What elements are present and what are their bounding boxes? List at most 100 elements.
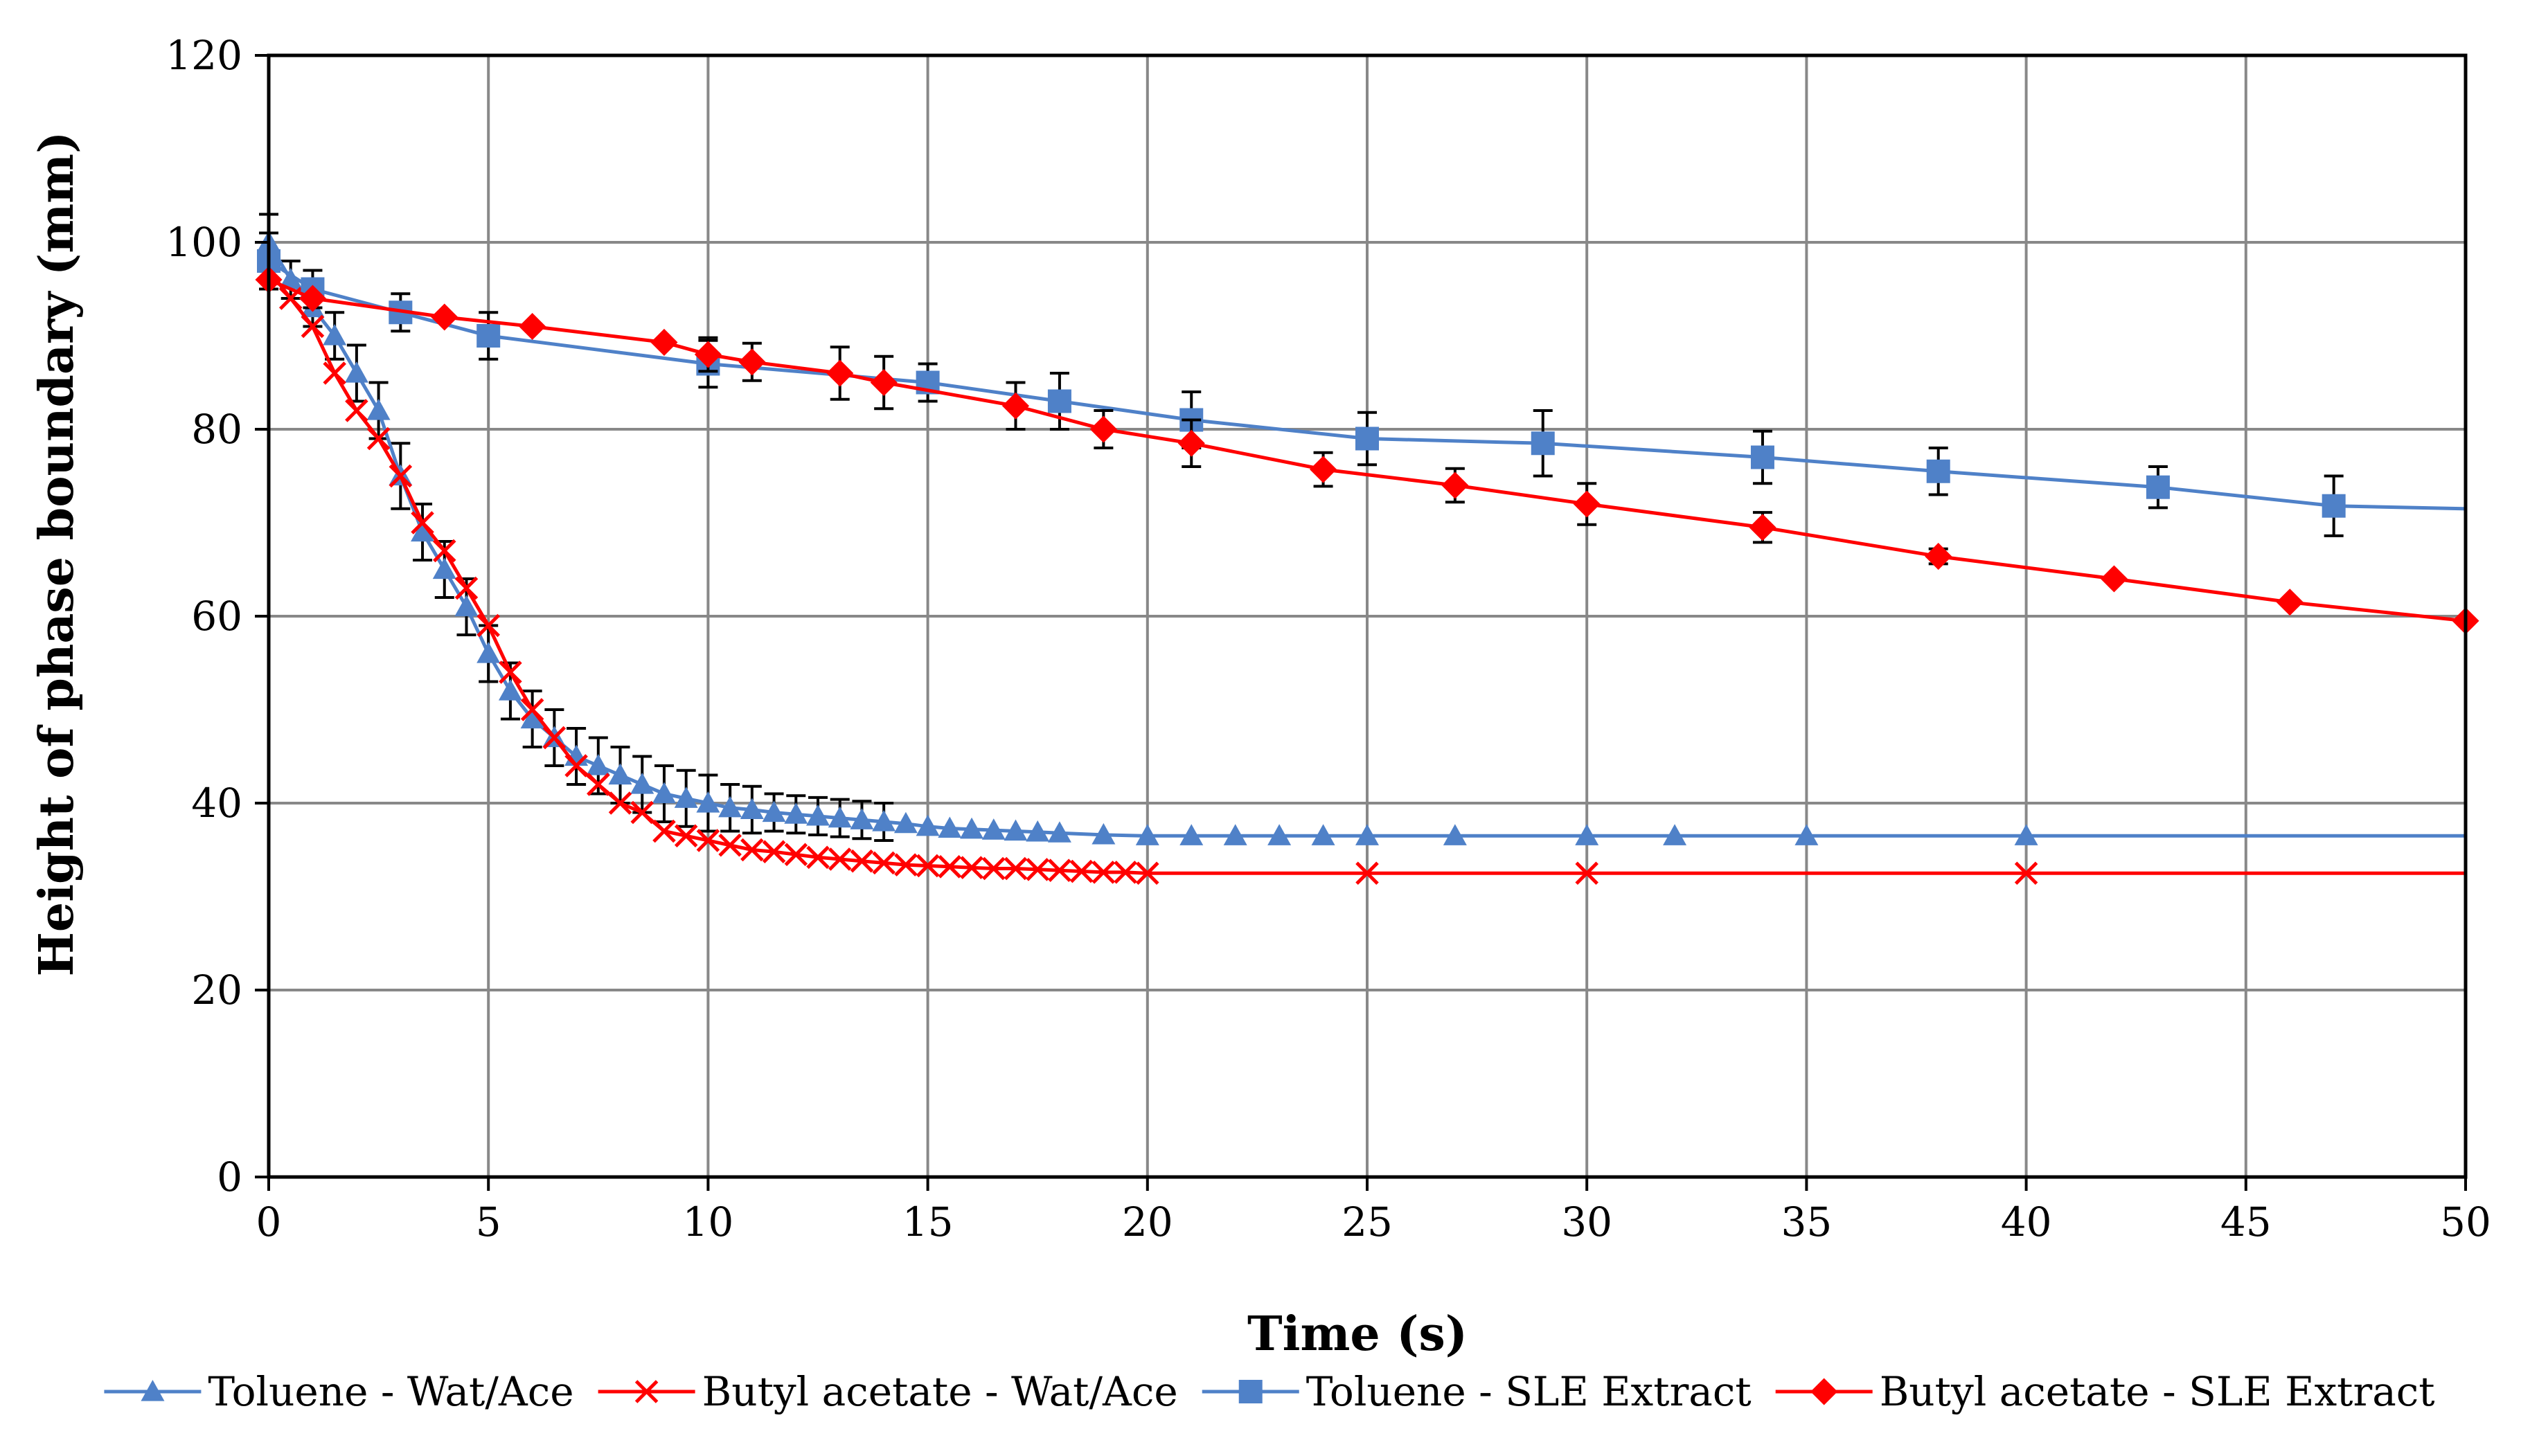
data-point — [630, 800, 654, 825]
data-point — [299, 285, 326, 312]
data-point — [431, 303, 458, 331]
data-point — [893, 811, 918, 834]
data-point — [1092, 823, 1116, 845]
data-point — [960, 856, 983, 879]
legend-item-1: Butyl acetate - Wat/Ace — [598, 1368, 1178, 1415]
legend-label: Butyl acetate - SLE Extract — [1880, 1368, 2435, 1415]
data-point — [850, 849, 874, 873]
series-layer — [255, 213, 2479, 886]
data-point — [1441, 471, 1469, 499]
data-point — [1177, 429, 1205, 457]
legend-item-3: Butyl acetate - SLE Extract — [1775, 1368, 2435, 1415]
legend-marker-icon — [1810, 1378, 1838, 1405]
data-point — [674, 824, 698, 848]
x-tick-label: 5 — [476, 1198, 501, 1246]
data-point — [1223, 824, 1247, 845]
data-point — [564, 754, 588, 778]
data-point — [894, 853, 918, 877]
data-point — [828, 806, 852, 828]
data-point — [850, 808, 874, 829]
x-tick-label: 50 — [2440, 1198, 2491, 1246]
data-point — [1179, 824, 1204, 845]
data-point — [344, 361, 368, 383]
x-tick-label: 35 — [1781, 1198, 1832, 1246]
data-point — [1355, 426, 1379, 451]
data-point — [938, 855, 962, 879]
data-point — [411, 520, 435, 542]
legend-item-0: Toluene - Wat/Ace — [104, 1368, 574, 1415]
series-2 — [257, 231, 2466, 537]
data-point — [1794, 824, 1819, 845]
x-tick-label: 10 — [682, 1198, 733, 1246]
x-tick-label: 45 — [2220, 1198, 2272, 1246]
data-point — [1750, 445, 1774, 469]
x-tick-label: 20 — [1122, 1198, 1173, 1246]
data-point — [1355, 824, 1379, 845]
data-point — [345, 399, 368, 422]
data-point — [454, 576, 479, 600]
series-1 — [257, 258, 2466, 886]
data-point — [1749, 514, 1776, 541]
data-point — [2322, 494, 2346, 518]
data-point — [1135, 824, 1159, 845]
data-point — [301, 314, 325, 339]
data-point — [389, 464, 413, 488]
data-point — [1001, 392, 1030, 420]
data-point — [2100, 565, 2128, 593]
x-tick-label: 15 — [902, 1198, 954, 1246]
data-point — [454, 595, 479, 617]
data-point — [1443, 824, 1467, 845]
data-point — [696, 791, 720, 813]
data-point — [718, 833, 742, 857]
legend-item-2: Toluene - SLE Extract — [1202, 1368, 1752, 1415]
y-tick-label: 60 — [191, 593, 242, 640]
data-point — [762, 840, 786, 863]
data-point — [870, 368, 898, 397]
legend-marker-icon — [634, 1380, 659, 1403]
data-point — [1531, 431, 1555, 456]
data-point — [738, 348, 766, 376]
data-point — [740, 838, 764, 862]
data-point — [1926, 459, 1950, 483]
data-point — [1048, 859, 1071, 882]
data-point — [718, 796, 742, 818]
data-point — [696, 829, 720, 852]
data-point — [1136, 861, 1159, 886]
data-point — [872, 810, 896, 832]
data-point — [1004, 819, 1028, 841]
grid — [267, 54, 2467, 1178]
data-point — [278, 268, 303, 289]
data-point — [542, 726, 567, 750]
y-tick-label: 0 — [217, 1153, 242, 1201]
data-point — [1925, 543, 1952, 570]
series-3 — [255, 266, 2479, 635]
data-point — [608, 763, 632, 785]
data-point — [1573, 490, 1601, 518]
data-point — [981, 856, 1006, 881]
axes: 0 5 10 15 20 25 30 35 40 45 50 0 20 40 60 80 100 120 — [166, 32, 2491, 1246]
data-point — [694, 341, 722, 368]
y-tick-label: 40 — [191, 780, 242, 827]
y-tick-label: 100 — [166, 219, 242, 266]
data-point — [1311, 824, 1335, 845]
legend: Toluene - Wat/Ace Butyl acetate - Wat/Ace… — [104, 1368, 2435, 1415]
data-point — [366, 426, 391, 451]
data-point — [1047, 821, 1071, 843]
y-tick-label: 20 — [191, 967, 242, 1014]
data-point — [2276, 588, 2304, 616]
data-point — [2014, 824, 2038, 845]
y-tick-label: 80 — [191, 406, 242, 453]
data-point — [587, 773, 610, 796]
data-point — [674, 787, 698, 808]
data-point — [806, 804, 830, 826]
data-point — [432, 557, 456, 579]
data-point — [784, 843, 808, 867]
data-point — [432, 539, 456, 563]
data-point — [740, 798, 764, 820]
legend-label: Toluene - SLE Extract — [1306, 1368, 1752, 1415]
data-point — [608, 791, 632, 815]
data-point — [1663, 824, 1687, 845]
data-point — [366, 399, 391, 420]
data-point — [476, 642, 501, 663]
